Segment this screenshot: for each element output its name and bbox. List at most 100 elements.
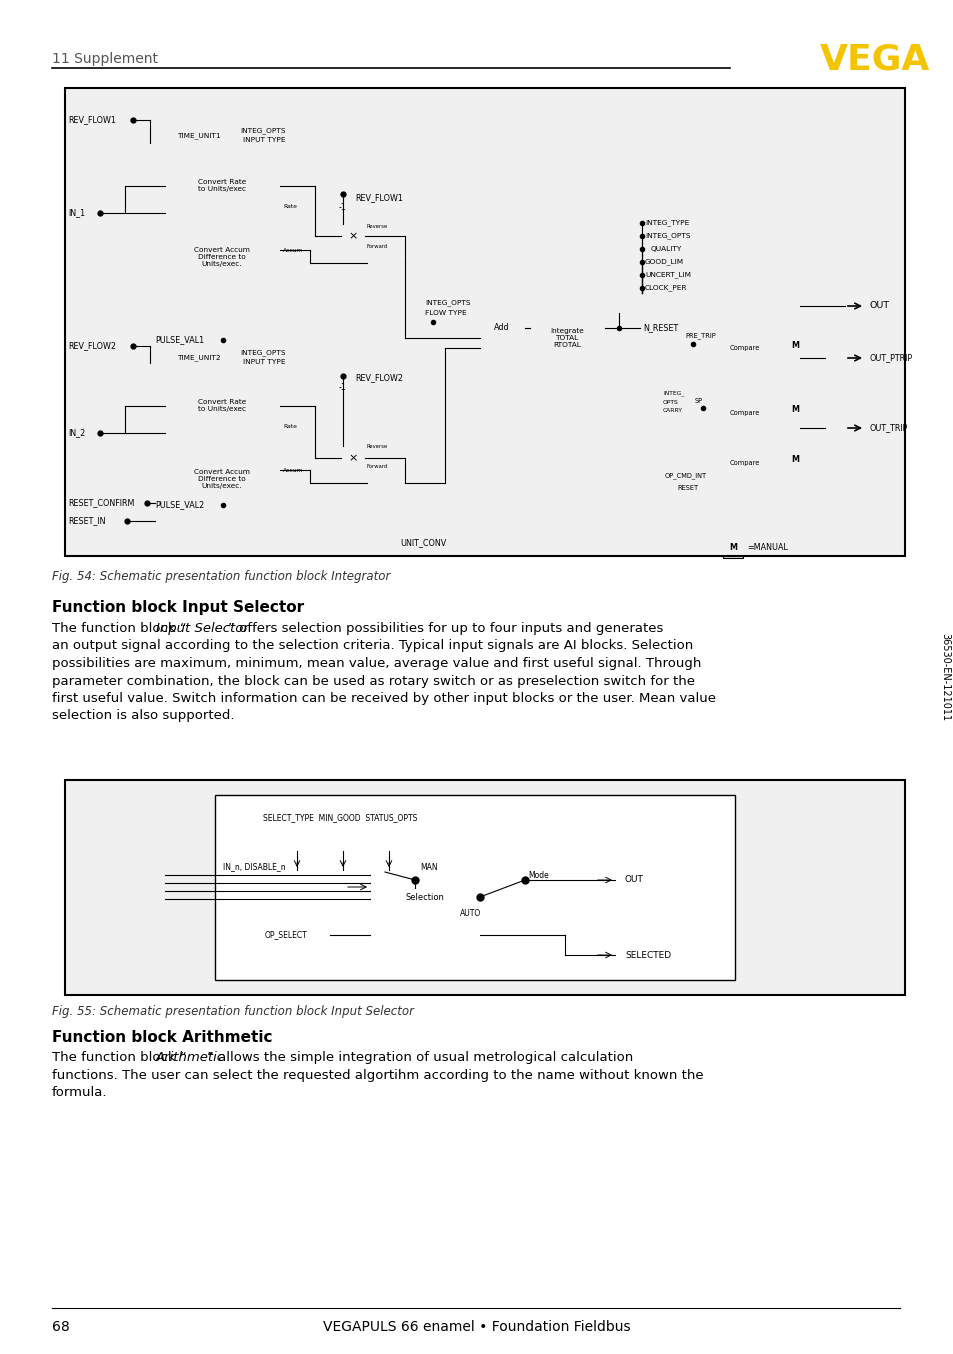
Bar: [165, 160, 280, 213]
Text: selection is also supported.: selection is also supported.: [52, 709, 234, 723]
Text: INTEG_OPTS: INTEG_OPTS: [424, 299, 470, 306]
Text: Integrate
TOTAL
RTOTAL: Integrate TOTAL RTOTAL: [550, 328, 583, 348]
Text: RESET: RESET: [677, 485, 698, 492]
Text: IN_1: IN_1: [68, 209, 85, 218]
Text: M: M: [790, 405, 799, 414]
Bar: [784, 450, 804, 470]
Text: N_RESET: N_RESET: [642, 324, 678, 333]
Text: INTEG_OPTS: INTEG_OPTS: [240, 349, 285, 356]
Text: Selection: Selection: [405, 892, 444, 902]
Text: INTEG_: INTEG_: [662, 390, 683, 395]
Text: PRE_TRIP: PRE_TRIP: [684, 333, 715, 340]
Text: Add: Add: [494, 324, 509, 333]
Text: QUALITY: QUALITY: [650, 246, 681, 252]
Text: PULSE_VAL1: PULSE_VAL1: [154, 336, 204, 344]
Text: IN_2: IN_2: [68, 428, 85, 437]
Text: functions. The user can select the requested algortihm according to the name wit: functions. The user can select the reque…: [52, 1068, 703, 1082]
Text: INTEG_OPTS: INTEG_OPTS: [644, 233, 690, 240]
Text: OP_SELECT: OP_SELECT: [265, 930, 308, 940]
Text: possibilities are maximum, minimum, mean value, average value and first useful s: possibilities are maximum, minimum, mean…: [52, 657, 700, 670]
Text: Reverse: Reverse: [367, 444, 388, 448]
Text: M: M: [790, 341, 799, 351]
Text: INPUT TYPE: INPUT TYPE: [243, 137, 285, 144]
Text: VEGAPULS 66 enamel • Foundation Fieldbus: VEGAPULS 66 enamel • Foundation Fieldbus: [323, 1320, 630, 1334]
Text: Function block Input Selector: Function block Input Selector: [52, 600, 304, 615]
Text: parameter combination, the block can be used as rotary switch or as preselection: parameter combination, the block can be …: [52, 674, 695, 688]
Text: UNIT_CONV: UNIT_CONV: [399, 539, 446, 547]
Text: REV_FLOW1: REV_FLOW1: [68, 115, 115, 125]
Text: Forward: Forward: [367, 244, 388, 249]
Text: RESET_IN: RESET_IN: [68, 516, 106, 525]
Text: Compare: Compare: [729, 345, 760, 351]
Text: OP_CMD_INT: OP_CMD_INT: [664, 473, 706, 479]
Text: REV_FLOW2: REV_FLOW2: [68, 341, 116, 351]
Text: Convert Accum
Difference to
Units/exec.: Convert Accum Difference to Units/exec.: [193, 468, 250, 489]
Text: Compare: Compare: [729, 410, 760, 416]
Bar: [714, 448, 774, 478]
Text: Compare: Compare: [729, 460, 760, 466]
Text: CARRY: CARRY: [662, 409, 682, 413]
Text: =MANUAL: =MANUAL: [746, 543, 787, 552]
Text: ×: ×: [348, 454, 357, 463]
Text: Accum: Accum: [283, 248, 303, 252]
Text: OUT_TRIP: OUT_TRIP: [869, 424, 907, 432]
Text: The function block “: The function block “: [52, 1051, 187, 1064]
Text: Forward: Forward: [367, 463, 388, 468]
Text: CLOCK_PER: CLOCK_PER: [644, 284, 687, 291]
Text: an output signal according to the selection criteria. Typical input signals are : an output signal according to the select…: [52, 639, 693, 653]
Text: TIME_UNIT1: TIME_UNIT1: [177, 133, 220, 139]
Text: AUTO: AUTO: [459, 909, 480, 918]
Text: OUT_PTRIP: OUT_PTRIP: [869, 353, 912, 363]
Text: 36530-EN-121011: 36530-EN-121011: [939, 632, 949, 722]
Ellipse shape: [288, 825, 306, 852]
Text: Reverse: Reverse: [367, 223, 388, 229]
Circle shape: [251, 146, 259, 156]
Bar: [479, 306, 524, 351]
Text: RESET_CONFIRM: RESET_CONFIRM: [68, 498, 134, 508]
Text: UNCERT_LIM: UNCERT_LIM: [644, 272, 690, 279]
Text: Accum: Accum: [283, 467, 303, 473]
Circle shape: [251, 367, 259, 375]
Text: GOOD_LIM: GOOD_LIM: [644, 259, 683, 265]
Circle shape: [195, 367, 204, 375]
Bar: [65, 780, 904, 995]
Circle shape: [340, 223, 365, 248]
Bar: [165, 448, 280, 510]
Circle shape: [195, 146, 204, 156]
Text: SELECTED: SELECTED: [624, 951, 670, 960]
Text: ×: ×: [348, 232, 357, 241]
Text: M: M: [728, 543, 737, 552]
Bar: [165, 380, 280, 432]
Text: Convert Accum
Difference to
Units/exec.: Convert Accum Difference to Units/exec.: [193, 246, 250, 267]
Bar: [530, 292, 604, 383]
Text: TIME_UNIT2: TIME_UNIT2: [177, 355, 220, 362]
Text: ” offers selection possibilities for up to four inputs and generates: ” offers selection possibilities for up …: [228, 621, 662, 635]
Bar: [165, 226, 280, 288]
Text: SELECT_TYPE  MIN_GOOD  STATUS_OPTS: SELECT_TYPE MIN_GOOD STATUS_OPTS: [263, 814, 416, 822]
Text: -1: -1: [338, 203, 347, 213]
Circle shape: [340, 445, 365, 470]
Text: 68: 68: [52, 1320, 70, 1334]
Bar: [784, 399, 804, 420]
Text: Rate: Rate: [283, 203, 296, 209]
Text: Convert Rate
to Units/exec: Convert Rate to Units/exec: [197, 399, 246, 413]
Bar: [722, 538, 742, 558]
Text: The function block “: The function block “: [52, 621, 187, 635]
Bar: [370, 871, 479, 925]
Text: OPTS: OPTS: [662, 399, 678, 405]
Bar: [120, 112, 800, 543]
Text: INPUT TYPE: INPUT TYPE: [243, 359, 285, 366]
Text: INTEG_TYPE: INTEG_TYPE: [644, 219, 688, 226]
Text: ” allows the simple integration of usual metrological calculation: ” allows the simple integration of usual…: [207, 1051, 633, 1064]
Text: Function block Arithmetic: Function block Arithmetic: [52, 1030, 273, 1045]
Ellipse shape: [334, 825, 352, 852]
Bar: [714, 398, 774, 428]
Text: Input Selector: Input Selector: [155, 621, 248, 635]
Text: Mode: Mode: [527, 871, 548, 880]
Bar: [784, 336, 804, 356]
Text: Fig. 55: Schematic presentation function block Input Selector: Fig. 55: Schematic presentation function…: [52, 1005, 414, 1018]
Bar: [714, 333, 774, 363]
Text: Arithmetic: Arithmetic: [155, 1051, 224, 1064]
Text: MAN: MAN: [419, 862, 437, 872]
Text: formula.: formula.: [52, 1086, 108, 1099]
